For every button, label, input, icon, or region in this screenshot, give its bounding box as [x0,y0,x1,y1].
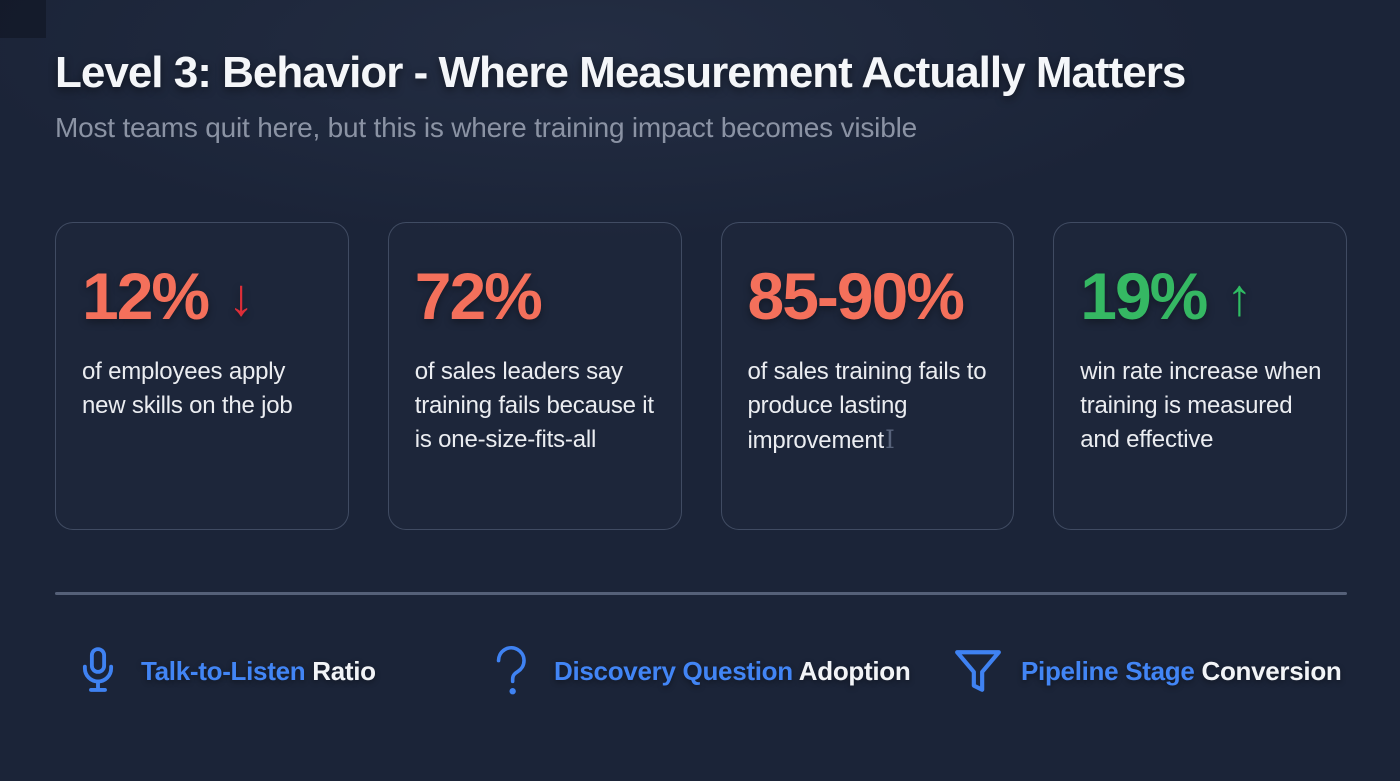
stat-value: 85-90% [748,263,996,329]
metric-item-talk-to-listen: Talk-to-Listen Ratio [73,641,376,701]
stat-description: of employees apply new skills on the job [82,358,293,419]
funnel-icon [953,645,1003,697]
up-arrow-icon: ↑ [1226,269,1253,327]
text-cursor-artifact: I [885,425,895,454]
metric-highlight: Discovery Question [554,655,793,686]
metric-rest: Ratio [312,655,376,686]
metric-label: Pipeline Stage Conversion [1021,656,1342,687]
slide-subtitle: Most teams quit here, but this is where … [55,112,917,143]
metric-label: Discovery Question Adoption [554,655,911,687]
stat-description: of sales training fails to produce lasti… [748,355,996,458]
metric-rest: Conversion [1201,655,1342,686]
section-divider [55,592,1347,595]
stat-number: 72% [414,259,543,333]
stat-value: 19% ↑ [1080,263,1328,329]
metric-highlight: Pipeline Stage [1021,655,1195,686]
stat-value: 12% ↓ [82,263,330,329]
microphone-icon [73,646,123,696]
stat-description-text: of sales training fails to produce lasti… [747,358,987,454]
question-mark-icon [486,645,536,697]
stat-card: 12% ↓ of employees apply new skills on t… [55,222,349,530]
stat-description: of sales leaders say training fails beca… [414,358,654,453]
corner-shade [0,0,46,38]
stat-number: 12% [82,259,210,333]
metric-label: Talk-to-Listen Ratio [141,656,376,687]
stat-number: 19% [1080,259,1208,333]
metric-item-discovery-question: Discovery Question Adoption [486,641,911,701]
stat-card-row: 12% ↓ of employees apply new skills on t… [55,222,1347,530]
stat-card: 72% of sales leaders say training fails … [387,222,682,530]
down-arrow-icon: ↓ [228,269,255,327]
stat-card: 19% ↑ win rate increase when training is… [1053,222,1347,530]
metric-rest: Adoption [798,655,911,686]
stat-card: 85-90% of sales training fails to produc… [720,222,1015,530]
stat-description: win rate increase when training is measu… [1080,358,1322,453]
metric-highlight: Talk-to-Listen [141,655,306,686]
stat-value: 72% [415,263,663,329]
slide-title: Level 3: Behavior - Where Measurement Ac… [55,48,1186,97]
stat-number: 85-90% [747,259,965,333]
metric-item-pipeline-stage: Pipeline Stage Conversion [953,641,1342,701]
